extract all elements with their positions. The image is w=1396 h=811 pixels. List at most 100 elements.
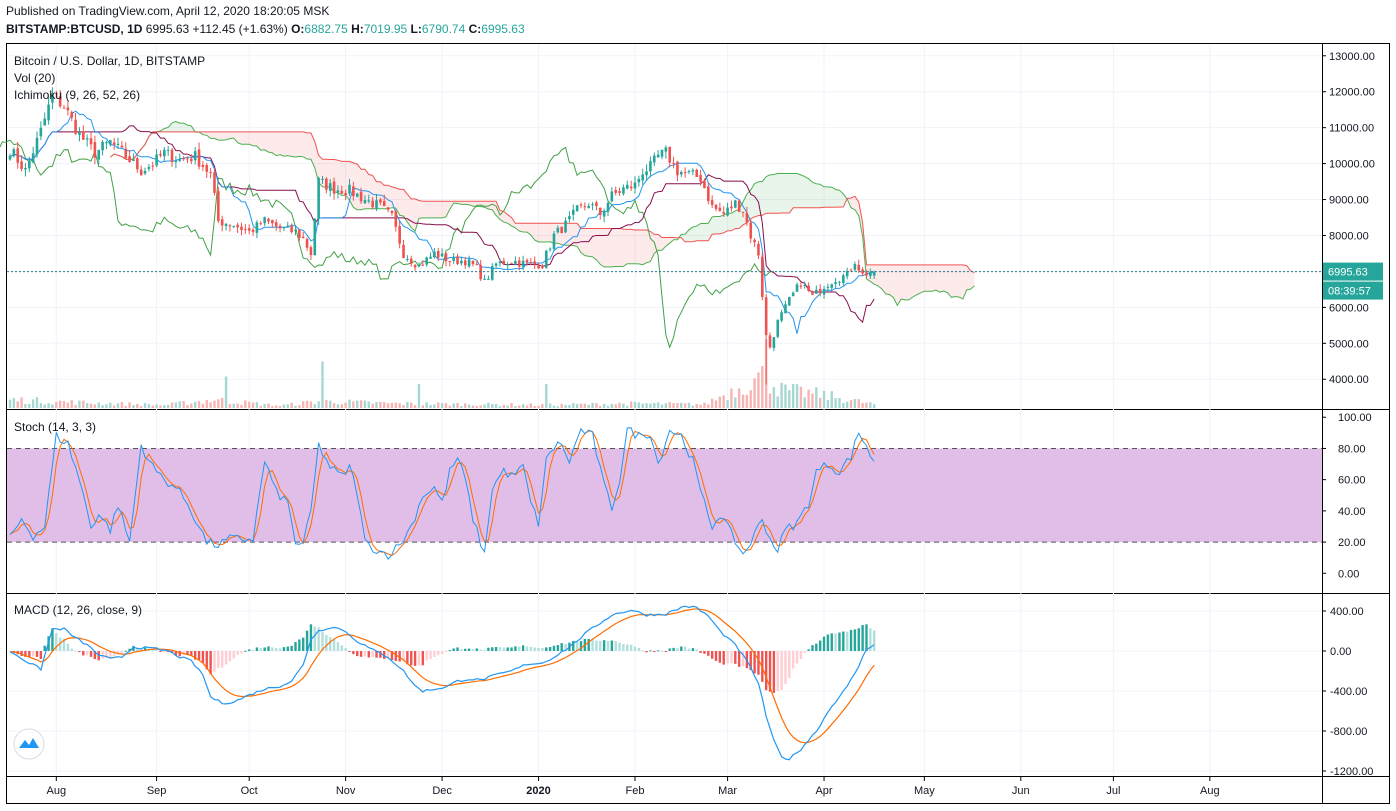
- volume-bar: [425, 402, 428, 408]
- macd-histogram-bar: [518, 646, 521, 651]
- volume-bar: [109, 402, 112, 408]
- cloud-segment: [434, 201, 439, 218]
- cloud-segment: [276, 131, 281, 156]
- volume-bar: [47, 403, 50, 408]
- candle-body: [309, 247, 313, 256]
- volume-bar: [259, 405, 262, 408]
- volume-bar: [124, 405, 127, 408]
- countdown-tag-bg: [1323, 281, 1383, 300]
- cloud-segment: [831, 187, 836, 208]
- candle-body: [452, 257, 455, 261]
- macd-histogram-bar: [282, 647, 286, 651]
- macd-histogram-bar: [109, 651, 112, 658]
- volume-bar: [761, 365, 764, 408]
- cloud-segment: [750, 183, 755, 219]
- macd-histogram-bar: [606, 640, 610, 651]
- cloud-segment: [908, 264, 913, 300]
- volume-bar: [815, 387, 818, 408]
- cloud-segment: [283, 131, 288, 157]
- macd-histogram-bar: [834, 633, 837, 651]
- cloud-segment: [893, 264, 898, 306]
- macd-histogram-bar: [664, 651, 668, 652]
- candle-body: [706, 186, 710, 201]
- candle-body: [672, 162, 675, 164]
- candle-body: [815, 289, 818, 294]
- candle-body: [475, 263, 479, 265]
- macd-histogram-bar: [737, 651, 741, 667]
- cloud-segment: [264, 131, 269, 153]
- candle-body: [460, 260, 463, 264]
- candle-body: [834, 282, 837, 284]
- candle-body: [305, 239, 309, 248]
- cloud-segment: [858, 202, 863, 237]
- volume-bar: [518, 405, 521, 408]
- candle-body: [271, 219, 274, 224]
- cloud-segment: [712, 216, 717, 235]
- candle-body: [394, 211, 398, 227]
- candle-body: [645, 171, 648, 176]
- volume-bar: [510, 403, 513, 408]
- macd-histogram-bar: [340, 645, 343, 651]
- macd-histogram-bar: [263, 647, 266, 651]
- time-axis-label: Feb: [626, 785, 645, 797]
- volume-legend[interactable]: Vol (20): [14, 71, 55, 85]
- candle-body: [838, 281, 841, 283]
- tradingview-logo[interactable]: [13, 728, 45, 760]
- candle-body: [606, 203, 610, 212]
- macd-histogram-bar: [591, 639, 594, 651]
- cloud-segment: [812, 182, 817, 208]
- macd-histogram-bar: [803, 651, 806, 653]
- volume-bar: [691, 405, 695, 408]
- candle-body: [718, 207, 722, 211]
- macd-legend[interactable]: MACD (12, 26, close, 9): [14, 603, 142, 617]
- macd-histogram-bar: [521, 645, 525, 651]
- cloud-segment: [901, 264, 906, 300]
- volume-bar: [865, 402, 868, 408]
- candle-body: [74, 119, 77, 134]
- volume-bar: [529, 403, 533, 408]
- cloud-segment: [361, 169, 365, 210]
- candle-body: [529, 261, 533, 263]
- macd-histogram-bar: [448, 650, 452, 652]
- macd-histogram-bar: [494, 647, 498, 651]
- candle-body: [217, 191, 220, 221]
- volume-bar: [564, 404, 567, 408]
- cloud-segment: [874, 264, 879, 286]
- main-series-legend[interactable]: Bitcoin / U.S. Dollar, 1D, BITSTAMP: [14, 54, 205, 68]
- macd-histogram-bar: [529, 646, 533, 651]
- time-axis-label: Nov: [336, 785, 356, 797]
- stoch-legend[interactable]: Stoch (14, 3, 3): [14, 420, 96, 434]
- macd-histogram-bar: [402, 651, 405, 662]
- candle-body: [699, 175, 702, 182]
- candle-body: [124, 148, 128, 159]
- candle-body: [444, 253, 448, 262]
- cloud-segment: [634, 230, 639, 264]
- macd-histogram-bar: [298, 639, 301, 651]
- volume-bar: [714, 400, 718, 408]
- candle-body: [571, 209, 575, 215]
- volume-bar: [433, 404, 436, 408]
- volume-bar: [795, 384, 799, 408]
- candle-body: [274, 222, 278, 227]
- close-value: 6995.63: [481, 22, 525, 36]
- macd-histogram-bar: [815, 643, 818, 651]
- cloud-segment: [364, 169, 369, 209]
- cloud-segment: [727, 213, 732, 231]
- ichimoku-legend[interactable]: Ichimoku (9, 26, 52, 26): [14, 88, 140, 102]
- macd-histogram-bar: [363, 651, 367, 657]
- cloud-segment: [388, 185, 392, 209]
- cloud-segment: [627, 229, 632, 264]
- volume-bar: [240, 404, 243, 408]
- volume-bar: [583, 403, 587, 408]
- macd-histogram-bar: [251, 649, 255, 651]
- cloud-segment: [507, 214, 512, 226]
- candle-body: [448, 261, 452, 263]
- volume-bar: [267, 403, 270, 408]
- macd-axis-label: -800.00: [1330, 726, 1367, 738]
- volume-bar: [78, 400, 81, 408]
- price-change: +112.45 (+1.63%): [192, 22, 288, 36]
- candle-body: [82, 131, 85, 140]
- volume-bar: [429, 405, 432, 408]
- candle-body: [321, 178, 324, 180]
